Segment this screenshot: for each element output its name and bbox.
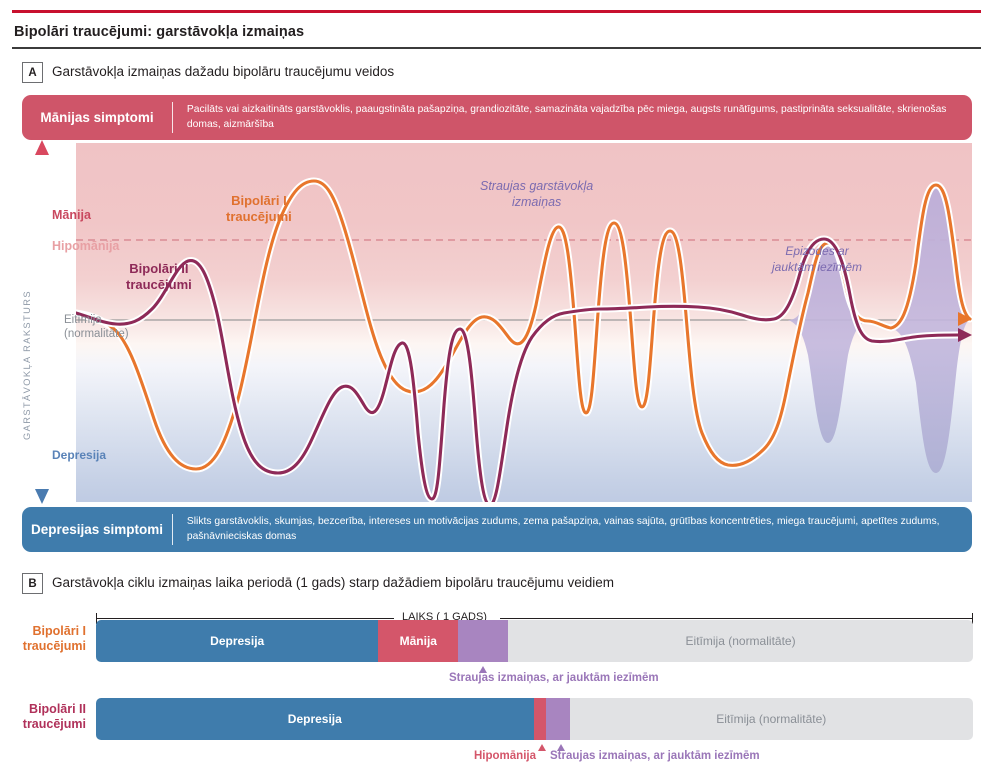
row2-label-line-1: Bipolāri II xyxy=(29,702,86,716)
bp2-label-line-2: traucējumi xyxy=(126,277,192,292)
mood-axis-arrow xyxy=(35,140,49,504)
caret-hypomania-row2 xyxy=(538,744,546,751)
bp1-label-line-2: traucējumi xyxy=(226,209,292,224)
annotation-hypomania-row2: Hipomānija xyxy=(474,750,536,762)
timeline-row-bipolar-1: Depresija Mānija Eitīmija (normalitāte) xyxy=(96,620,973,662)
rapid-label-line-1: Straujas garstāvokļa xyxy=(480,179,594,193)
depression-symptoms-banner: Depresijas simptomi Slikts garstāvoklis,… xyxy=(22,507,972,552)
level-label-depression: Depresija xyxy=(52,448,107,462)
mixed-label-line-2: jauktām iezīmēm xyxy=(772,260,863,274)
row-label-bipolar-1: Bipolāri I traucējumi xyxy=(8,624,86,654)
segment-eitimija[interactable]: Eitīmija (normalitāte) xyxy=(569,698,973,740)
rapid-label-line-2: izmaiņas xyxy=(511,195,562,209)
caret-rapid-change-row2 xyxy=(557,744,565,751)
page-title: Bipolāri traucējumi: garstāvokļa izmaiņa… xyxy=(14,24,305,40)
mixed-episode-shade-2 xyxy=(891,185,970,473)
timeline-row-bipolar-2: Depresija Eitīmija (normalitāte) xyxy=(96,698,973,740)
mood-chart xyxy=(76,143,972,502)
level-label-mania: Mānija xyxy=(52,208,91,222)
row1-label-line-2: traucējumi xyxy=(22,639,86,653)
panel-b-letter: B xyxy=(22,573,43,594)
bipolar-2-curve xyxy=(76,237,960,502)
banner-divider xyxy=(172,102,173,133)
level-label-hypomania: Hipomānija xyxy=(52,239,120,253)
time-axis-tick-end xyxy=(972,613,973,624)
annotation-rapid-change-row1: Straujas izmaiņas, ar jauktām iezīmēm xyxy=(449,672,659,684)
mania-symptoms-banner: Mānijas simptomi Pacilāts vai aizkaitinā… xyxy=(22,95,972,140)
segment-straujas-izmainas[interactable] xyxy=(545,698,570,740)
curve-label-bipolar-2: Bipolāri II traucējumi xyxy=(126,261,192,293)
level-label-euthymia: Eitīmija (normalitāte) xyxy=(64,313,129,341)
curve-label-bipolar-1: Bipolāri I traucējumi xyxy=(226,193,292,225)
bipolar-2-arrowhead xyxy=(958,328,972,342)
panel-a-caption: Garstāvokļa izmaiņas dažadu bipolāru tra… xyxy=(52,64,395,79)
segment-manija[interactable]: Mānija xyxy=(378,620,459,662)
mania-banner-text: Pacilāts vai aizkaitināts garstāvoklis, … xyxy=(186,104,947,130)
title-divider xyxy=(12,47,981,49)
row1-label-line-1: Bipolāri I xyxy=(32,624,86,638)
bp1-label-line-1: Bipolāri I xyxy=(231,193,287,208)
panel-b-caption: Garstāvokļa ciklu izmaiņas laika periodā… xyxy=(52,575,615,590)
annotation-rapid-change-row2: Straujas izmaiņas, ar jauktām iezīmēm xyxy=(550,750,760,762)
segment-depresija[interactable]: Depresija xyxy=(96,620,379,662)
mixed-label-line-1: Epizodes ar xyxy=(785,244,849,258)
segment-hipomanija[interactable] xyxy=(533,698,546,740)
bipolar-1-arrowhead xyxy=(958,312,972,326)
row2-label-line-2: traucējumi xyxy=(22,717,86,731)
euthymia-line-2: (normalitāte) xyxy=(64,328,129,340)
time-axis-line-left xyxy=(96,618,394,619)
annotation-mixed-episodes: Epizodes ar jauktām iezīmēm xyxy=(772,243,862,275)
depression-banner-text: Slikts garstāvoklis, skumjas, bezcerība,… xyxy=(186,516,940,542)
segment-straujas-izmainas[interactable] xyxy=(458,620,509,662)
annotation-rapid-cycling: Straujas garstāvokļa izmaiņas xyxy=(480,178,593,210)
banner-divider xyxy=(172,514,173,545)
panel-a-letter: A xyxy=(22,62,43,83)
caret-rapid-change-row1 xyxy=(479,666,487,673)
bp2-label-line-1: Bipolāri II xyxy=(129,261,189,276)
time-axis-line-right xyxy=(500,618,972,619)
top-accent-rule xyxy=(12,10,981,13)
segment-eitimija[interactable]: Eitīmija (normalitāte) xyxy=(508,620,973,662)
euthymia-line-1: Eitīmija xyxy=(64,314,102,326)
row-label-bipolar-2: Bipolāri II traucējumi xyxy=(8,702,86,732)
y-axis-title: GARSTĀVOKĻA RAKSTURS xyxy=(22,290,32,440)
segment-depresija[interactable]: Depresija xyxy=(96,698,534,740)
mood-curves-svg xyxy=(76,177,972,502)
depression-banner-title: Depresijas simptomi xyxy=(30,522,164,537)
mania-banner-title: Mānijas simptomi xyxy=(40,110,154,125)
